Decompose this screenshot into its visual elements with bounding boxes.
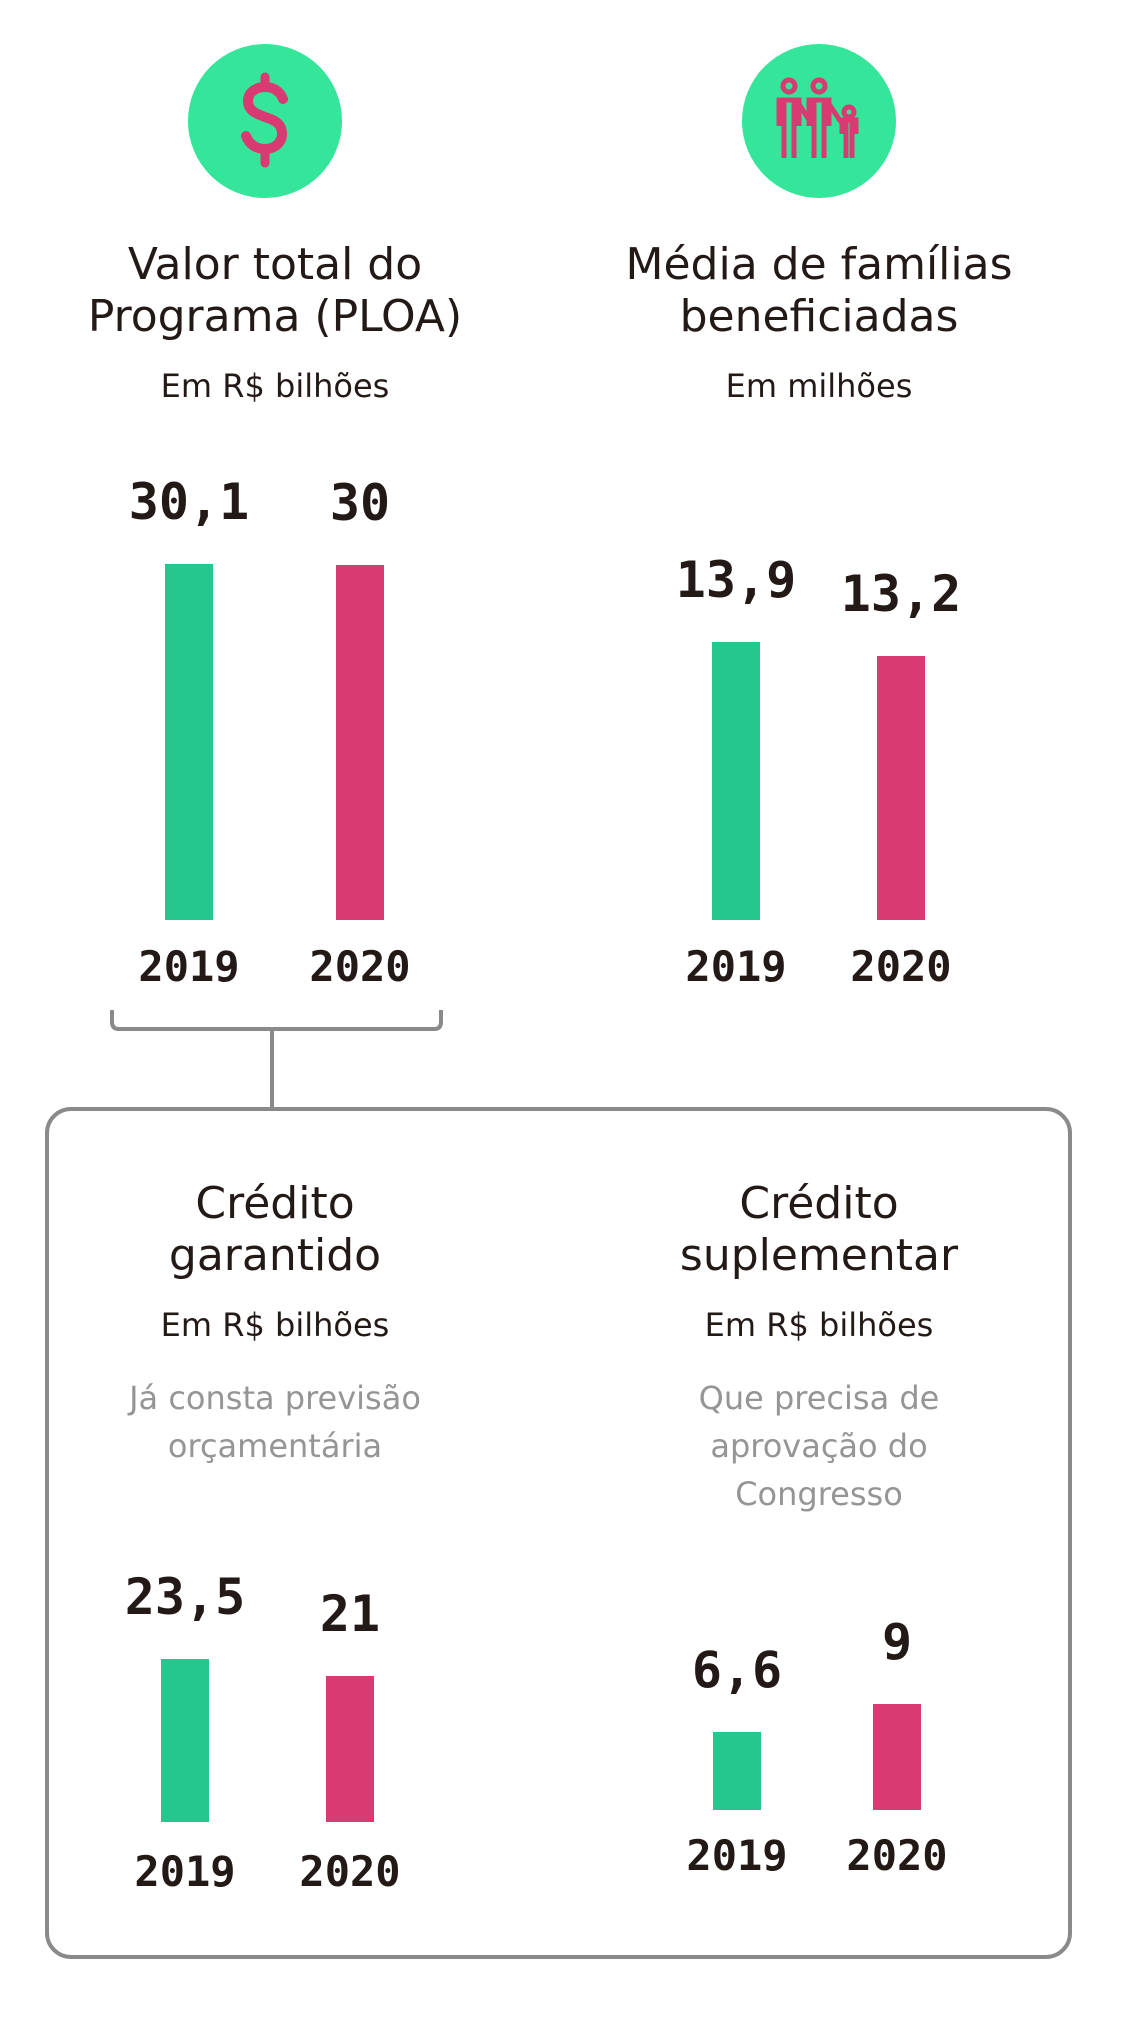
value-label: 23,5 xyxy=(124,1567,246,1626)
category-label: 2019 xyxy=(685,942,787,991)
dollar-sign-icon xyxy=(241,72,288,168)
dollar-icon-circle xyxy=(188,44,342,198)
bar-2020 xyxy=(326,1676,374,1822)
bar-2019 xyxy=(161,1658,209,1822)
note-line: orçamentária xyxy=(167,1427,383,1465)
category-label: 2020 xyxy=(846,1831,948,1880)
family-icon xyxy=(776,77,859,158)
note-line: Que precisa de xyxy=(698,1379,940,1417)
value-label: 21 xyxy=(319,1585,381,1644)
chart-note: Já consta previsão orçamentária xyxy=(25,1374,525,1470)
chart-title: Crédito suplementar xyxy=(569,1178,1069,1282)
category-label: 2019 xyxy=(138,942,240,991)
title-line: beneficiadas xyxy=(679,291,959,342)
title-line: Crédito xyxy=(195,1178,355,1229)
bar-2019 xyxy=(713,1732,761,1810)
title-line: Valor total do xyxy=(127,239,423,290)
value-label: 30 xyxy=(329,474,391,533)
title-line: suplementar xyxy=(679,1230,959,1281)
category-label: 2019 xyxy=(134,1847,236,1896)
bar-2020 xyxy=(336,565,384,920)
category-label: 2020 xyxy=(299,1847,401,1896)
chart-note: Que precisa de aprovação do Congresso xyxy=(569,1374,1069,1518)
bar-2020 xyxy=(877,656,925,920)
family-icon-circle xyxy=(742,44,896,198)
value-label: 13,9 xyxy=(675,551,797,609)
value-label: 13,2 xyxy=(840,565,962,623)
chart-subtitle: Em milhões xyxy=(725,367,913,405)
chart-title: Valor total do Programa (PLOA) xyxy=(25,239,525,343)
note-line: Já consta previsão xyxy=(129,1379,421,1417)
title-line: Crédito xyxy=(739,1178,899,1229)
chart-subtitle: Em R$ bilhões xyxy=(704,1306,934,1344)
category-label: 2020 xyxy=(850,942,952,991)
chart-title: Média de famílias beneficiadas xyxy=(569,239,1069,343)
note-line: aprovação do xyxy=(710,1427,928,1465)
chart-subtitle: Em R$ bilhões xyxy=(160,367,390,405)
title-line: garantido xyxy=(168,1230,382,1281)
title-line: Média de famílias xyxy=(625,239,1013,290)
value-label: 9 xyxy=(881,1612,913,1671)
category-label: 2020 xyxy=(309,942,411,991)
value-label: 6,6 xyxy=(691,1641,783,1700)
credit-breakdown-box xyxy=(45,1107,1072,1959)
value-label: 30,1 xyxy=(128,472,250,531)
bracket-connector xyxy=(110,1010,443,1108)
chart-title: Crédito garantido xyxy=(25,1178,525,1282)
bar-2019 xyxy=(165,563,213,920)
bar-2020 xyxy=(873,1703,921,1810)
category-label: 2019 xyxy=(686,1831,788,1880)
bar-2019 xyxy=(712,642,760,920)
title-line: Programa (PLOA) xyxy=(87,291,463,342)
chart-subtitle: Em R$ bilhões xyxy=(160,1306,390,1344)
note-line: Congresso xyxy=(735,1475,903,1513)
